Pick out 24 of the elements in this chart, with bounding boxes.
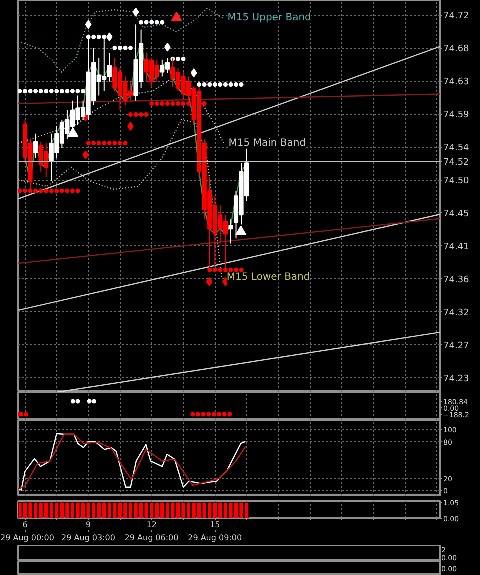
y-tick-label: 74.36 xyxy=(444,275,470,286)
y-tick-label: 74.59 xyxy=(444,110,470,121)
y-tick-label: 74.68 xyxy=(444,44,470,55)
series-label: M15 Main Band xyxy=(228,138,306,149)
y-tick-label: 74.23 xyxy=(444,374,470,384)
y-tick-label: 74.63 xyxy=(444,78,470,88)
x2-tick-label: 29 Aug 06:00 xyxy=(124,534,179,542)
ref-line-label: 74.52 xyxy=(444,158,470,168)
y-tick-label: 74.72 xyxy=(444,12,470,22)
x2-tick-label: 29 Aug 03:00 xyxy=(62,534,116,542)
y-tick-label: 74.41 xyxy=(444,242,470,252)
y-tick-label: 74.54 xyxy=(444,144,470,154)
y-tick-label: 74.27 xyxy=(444,341,470,352)
y-tick-label: 74.50 xyxy=(444,176,470,187)
y-tick-label: 74.32 xyxy=(444,308,470,318)
x-tick-label: 6 xyxy=(22,520,28,530)
x2-tick-label: 29 Aug 00:00 xyxy=(0,534,54,542)
series-label: M15 Lower Band xyxy=(226,272,310,283)
x-tick-label: 15 xyxy=(210,520,220,530)
y-tick-label: 74.45 xyxy=(444,209,470,220)
x-tick-label: 12 xyxy=(146,520,157,530)
x-tick-label: 9 xyxy=(86,520,92,530)
series-label: M15 Upper Band xyxy=(228,12,312,24)
x2-tick-label: 29 Aug 09:00 xyxy=(188,534,242,542)
